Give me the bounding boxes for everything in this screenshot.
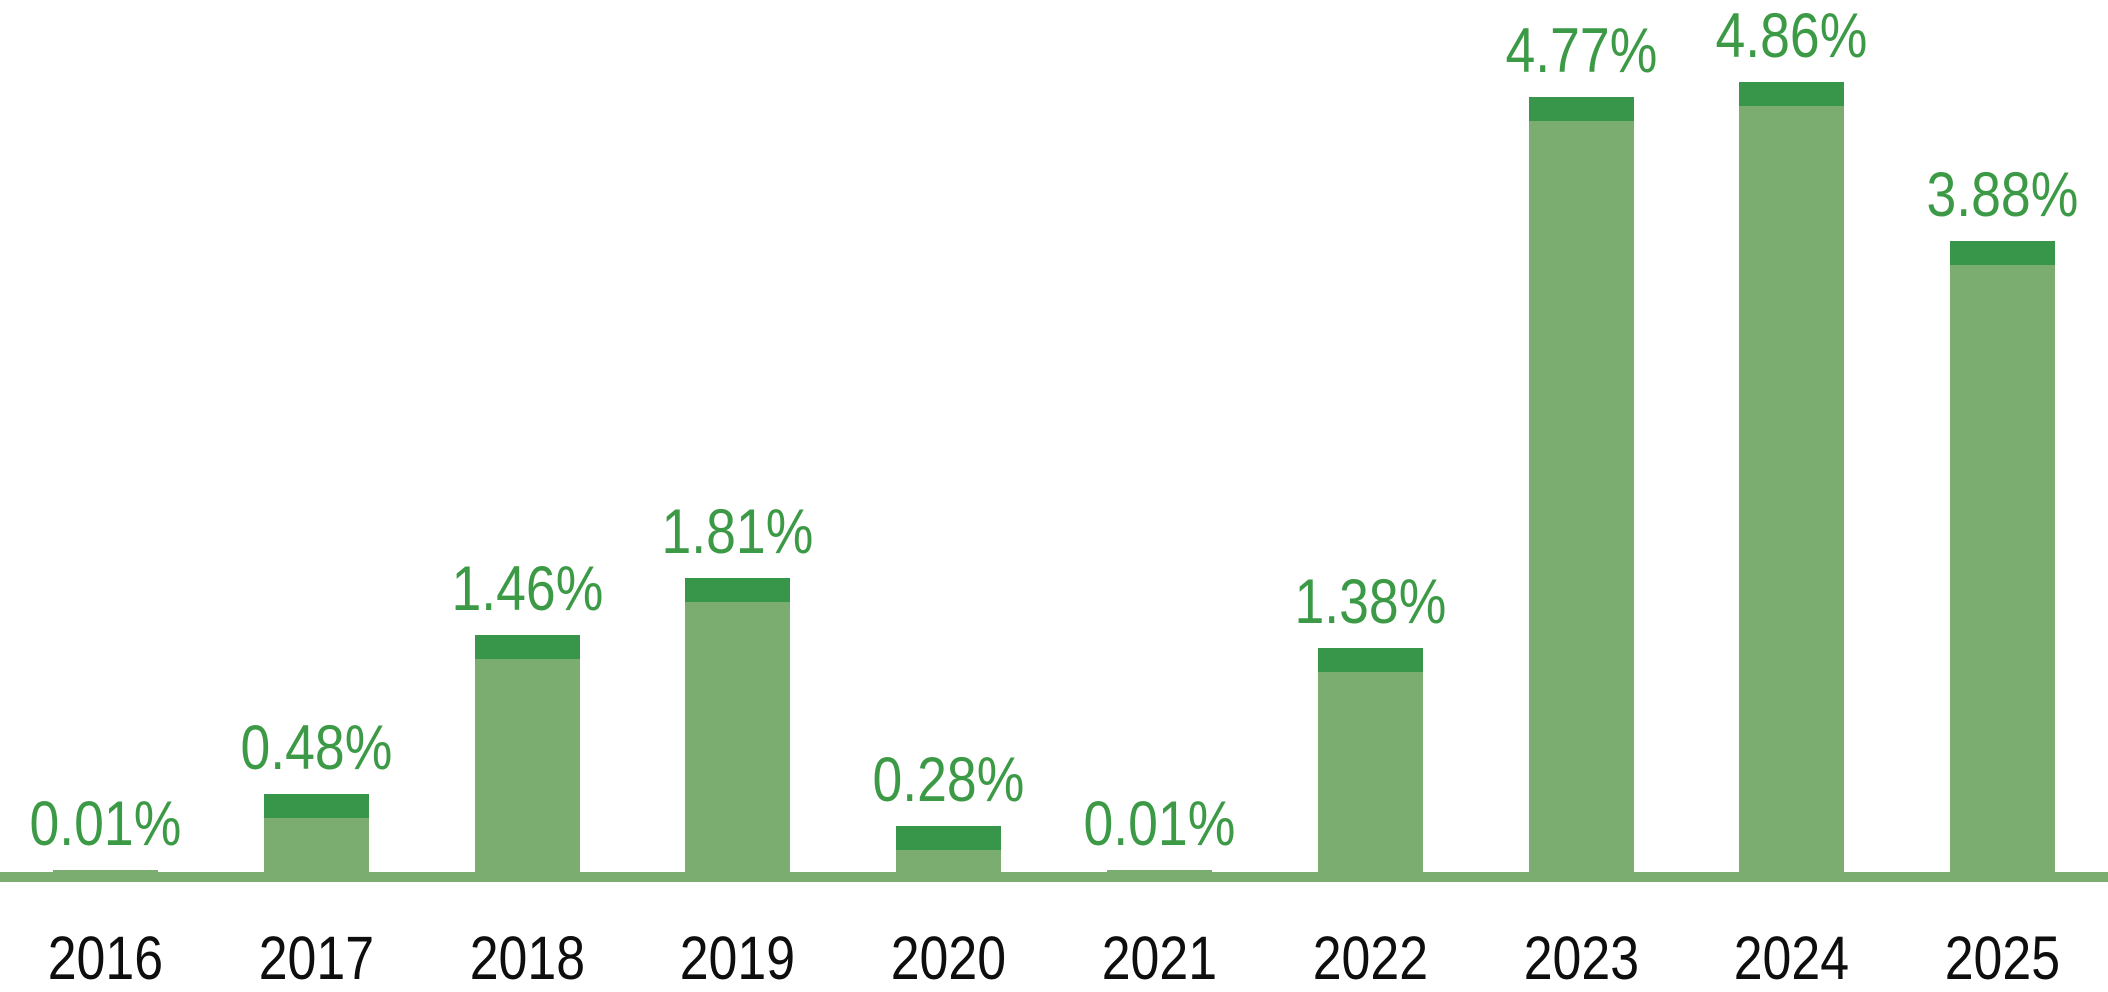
bar-body [1950, 265, 2056, 872]
value-label-2020: 0.28% [872, 745, 1025, 815]
value-label-2022: 1.38% [1294, 567, 1447, 637]
year-label-2019: 2019 [680, 924, 796, 992]
year-label-2017: 2017 [258, 924, 374, 992]
year-label-2020: 2020 [890, 924, 1007, 992]
x-axis-line [0, 872, 2108, 882]
bar-2020 [896, 826, 1002, 872]
bar-2017 [263, 794, 369, 872]
bar-cap [263, 794, 369, 818]
bar-2018 [474, 635, 580, 872]
year-label-2018: 2018 [469, 924, 585, 992]
bar-body [263, 818, 369, 872]
bar-body [474, 659, 580, 872]
bar-2025 [1950, 241, 2056, 872]
year-label-2025: 2025 [1944, 924, 2061, 992]
bar-2023 [1528, 97, 1634, 872]
bar-2021 [1106, 870, 1212, 872]
bar-cap [685, 578, 791, 602]
value-label-2024: 4.86% [1715, 1, 1868, 71]
value-label-2019: 1.81% [661, 497, 814, 567]
value-label-2023: 4.77% [1505, 16, 1657, 86]
value-label-2016: 0.01% [29, 789, 182, 859]
bar-2019 [685, 578, 791, 872]
bar-2024 [1739, 82, 1845, 872]
year-label-2024: 2024 [1734, 924, 1850, 992]
value-label-2025: 3.88% [1926, 160, 2079, 230]
bar-cap [1528, 97, 1634, 121]
bar-body [685, 602, 791, 872]
value-label-2017: 0.48% [240, 713, 393, 783]
year-label-2021: 2021 [1101, 924, 1218, 992]
bar-body [896, 850, 1002, 872]
bar-cap [474, 635, 580, 659]
bar-body [1739, 106, 1845, 872]
year-label-2016: 2016 [47, 924, 164, 992]
value-label-2018: 1.46% [451, 554, 603, 624]
bar-body [1317, 672, 1423, 872]
bar-cap [1317, 648, 1423, 672]
bar-2016 [52, 870, 158, 872]
bar-cap [1739, 82, 1845, 106]
bar-cap [896, 826, 1002, 850]
year-label-2022: 2022 [1312, 924, 1428, 992]
year-label-2023: 2023 [1523, 924, 1639, 992]
bar-cap [1950, 241, 2056, 265]
bar-body [1528, 121, 1634, 872]
bar-2022 [1317, 648, 1423, 872]
value-label-2021: 0.01% [1083, 789, 1236, 859]
